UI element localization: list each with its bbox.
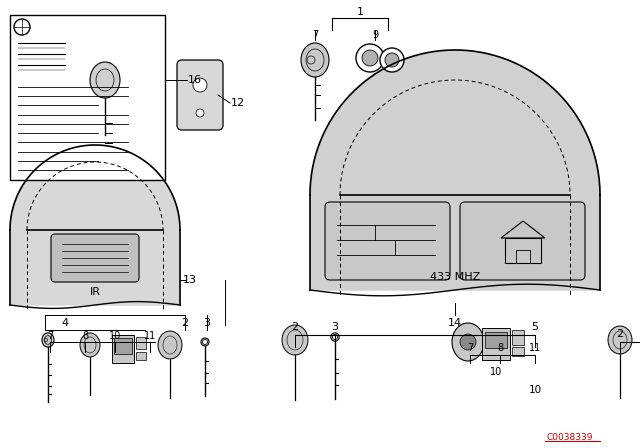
Text: 10: 10 (109, 331, 121, 341)
Polygon shape (310, 50, 600, 290)
Bar (512, 347, 524, 356)
Bar (512, 330, 524, 345)
Ellipse shape (608, 326, 632, 354)
Bar (516, 250, 530, 263)
Bar (505, 238, 541, 263)
Bar (485, 332, 507, 348)
Text: 12: 12 (231, 98, 245, 108)
Text: 7: 7 (467, 343, 473, 353)
Text: 10: 10 (529, 385, 541, 395)
Text: 11: 11 (529, 343, 541, 353)
Text: C0038339: C0038339 (547, 434, 593, 443)
Polygon shape (10, 145, 180, 305)
Circle shape (356, 44, 384, 72)
FancyBboxPatch shape (51, 234, 139, 282)
Text: 3: 3 (204, 318, 211, 328)
Circle shape (380, 48, 404, 72)
Bar (136, 352, 146, 360)
Ellipse shape (158, 331, 182, 359)
Circle shape (196, 109, 204, 117)
Text: 433 MHZ: 433 MHZ (430, 272, 480, 282)
Text: 8: 8 (497, 343, 503, 353)
Circle shape (460, 334, 476, 350)
Bar (114, 338, 132, 354)
FancyBboxPatch shape (177, 60, 223, 130)
Ellipse shape (90, 62, 120, 98)
Text: 16: 16 (188, 75, 202, 85)
Text: 7: 7 (312, 30, 318, 40)
Text: 2: 2 (616, 329, 623, 339)
Text: 5: 5 (531, 322, 538, 332)
Text: 14: 14 (448, 318, 462, 328)
Bar (112, 335, 134, 363)
Bar (10, 15, 165, 180)
Text: 7: 7 (47, 331, 53, 341)
Bar (482, 328, 510, 360)
Text: 13: 13 (183, 275, 197, 285)
Ellipse shape (452, 323, 484, 361)
Text: 4: 4 (61, 318, 68, 328)
FancyBboxPatch shape (460, 202, 585, 280)
Circle shape (362, 50, 378, 66)
Bar (136, 337, 146, 349)
Text: 2: 2 (291, 322, 299, 332)
Text: 9: 9 (372, 30, 378, 40)
Text: 11: 11 (144, 331, 156, 341)
Text: IR: IR (90, 287, 100, 297)
Ellipse shape (301, 43, 329, 77)
Text: 3: 3 (332, 322, 339, 332)
Ellipse shape (282, 325, 308, 355)
Text: 2: 2 (181, 318, 189, 328)
Text: 8: 8 (82, 331, 88, 341)
Circle shape (193, 78, 207, 92)
Text: 1: 1 (356, 7, 364, 17)
Circle shape (385, 53, 399, 67)
Text: 10: 10 (490, 367, 502, 377)
Ellipse shape (42, 333, 54, 347)
Ellipse shape (80, 333, 100, 357)
FancyBboxPatch shape (325, 202, 450, 280)
